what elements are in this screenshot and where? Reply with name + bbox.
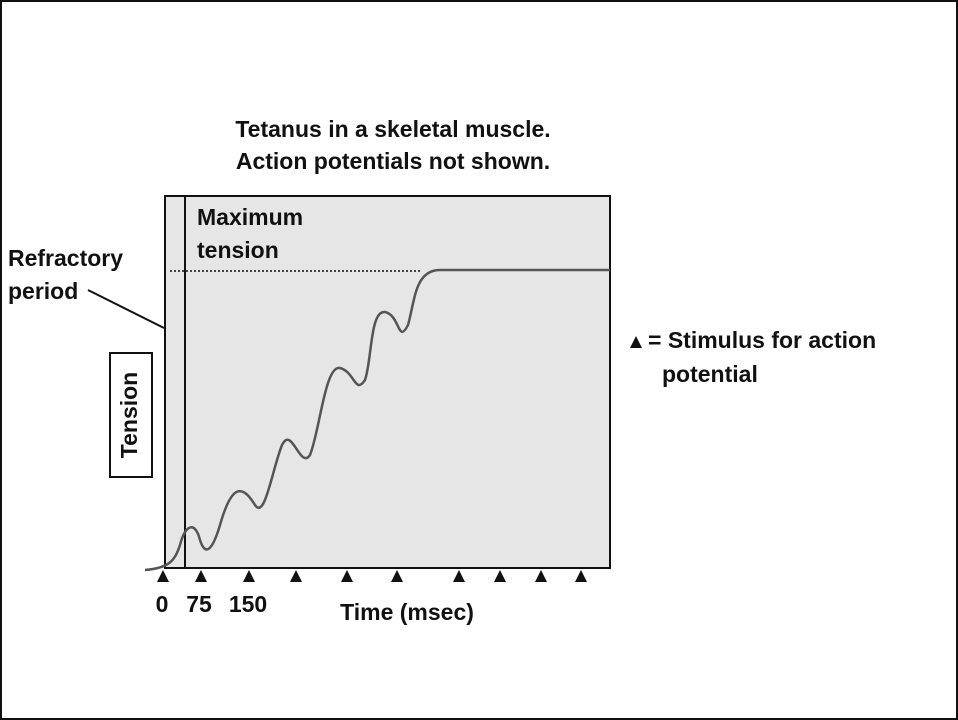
stimulus (341, 570, 353, 582)
plot-area (164, 195, 611, 569)
stimulus (575, 570, 587, 582)
legend-symbol (630, 336, 642, 348)
x-tick-label: 75 (186, 591, 212, 617)
tension-curve (144, 268, 610, 572)
stimulus (290, 570, 302, 582)
legend-text: potential (662, 361, 758, 387)
stimulus (157, 570, 169, 582)
stimulus (453, 570, 465, 582)
stimulus (243, 570, 255, 582)
title-line: Tetanus in a skeletal muscle. (235, 116, 550, 142)
stimulus-markers (157, 570, 587, 582)
stimulus (391, 570, 403, 582)
annotation: Maximum (197, 204, 303, 230)
x-axis-label: Time (msec) (340, 599, 474, 625)
leader-line (87, 289, 165, 329)
annotation: Refractory (8, 245, 123, 271)
stimulus (494, 570, 506, 582)
stimulus (535, 570, 547, 582)
annotation: period (8, 278, 78, 304)
title-line: Action potentials not shown. (236, 148, 550, 174)
y-axis-label-box (109, 352, 153, 478)
stimulus (195, 570, 207, 582)
x-tick-label: 150 (229, 591, 267, 617)
y-axis-label: Tension (116, 372, 142, 458)
legend-text: = Stimulus for action (648, 327, 876, 353)
annotation: tension (197, 237, 279, 263)
x-tick-label: 0 (156, 591, 169, 617)
